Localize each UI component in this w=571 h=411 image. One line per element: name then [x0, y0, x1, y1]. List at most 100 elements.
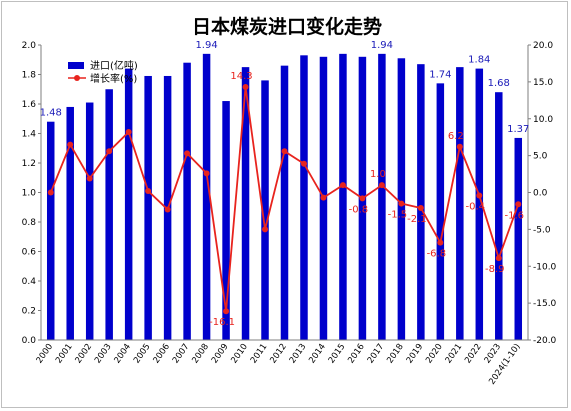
- growth-point: [47, 189, 54, 196]
- right-tick-label: 0.0: [533, 189, 548, 199]
- left-tick-label: 1.8: [22, 71, 37, 81]
- bar-series: [46, 53, 523, 341]
- bar: [417, 64, 425, 341]
- bar: [66, 106, 74, 340]
- x-tick-label: 2007: [171, 342, 192, 365]
- x-tick-label: 2017: [366, 342, 387, 365]
- growth-point: [456, 143, 463, 150]
- bar: [397, 58, 406, 341]
- bar: [339, 53, 347, 340]
- right-tick-label: 20.0: [533, 41, 553, 51]
- line-series: [47, 84, 522, 315]
- x-tick-label: 2011: [249, 342, 270, 365]
- growth-point: [223, 308, 230, 315]
- growth-point: [281, 148, 288, 155]
- growth-point: [145, 188, 152, 195]
- legend-label-import: 进口(亿吨): [90, 59, 138, 72]
- growth-point: [125, 129, 132, 136]
- x-tick-label: 2022: [463, 342, 484, 365]
- growth-point: [359, 195, 366, 202]
- growth-point: [203, 170, 210, 177]
- growth-point: [242, 84, 249, 91]
- bar-value-label: 1.94: [195, 40, 217, 51]
- left-tick-label: 0.0: [22, 336, 37, 346]
- legend: 进口(亿吨) 增长率(%): [68, 59, 138, 85]
- right-tick-label: 10.0: [533, 115, 553, 125]
- x-tick-label: 2016: [346, 342, 367, 365]
- growth-value-label: -8.9: [485, 264, 505, 275]
- bar-value-label: 1.84: [468, 55, 490, 66]
- bar: [144, 75, 152, 340]
- growth-point: [476, 192, 483, 199]
- growth-point: [398, 200, 405, 207]
- bar: [46, 121, 55, 340]
- growth-point: [339, 182, 346, 189]
- bar: [183, 62, 191, 340]
- chart-title: 日本煤炭进口变化走势: [192, 15, 382, 38]
- left-tick-label: 1.4: [22, 130, 37, 140]
- left-tick-label: 0.8: [22, 218, 37, 228]
- growth-point: [164, 206, 171, 213]
- x-tick-label: 2020: [424, 342, 445, 365]
- growth-point: [184, 150, 191, 157]
- x-tick-label: 2013: [288, 342, 309, 365]
- bar-value-label: 1.94: [371, 40, 393, 51]
- bar: [85, 102, 94, 341]
- bar: [514, 137, 523, 340]
- growth-value-label: -1.6: [505, 210, 525, 221]
- growth-point: [378, 182, 385, 189]
- data-labels: 1.48 1.94 1.94 1.74 1.84 1.68 1.37 -16.1 14.3 -0.…: [40, 40, 530, 328]
- x-tick-label: 2001: [54, 342, 75, 365]
- bar: [456, 67, 464, 340]
- growth-point: [417, 204, 424, 211]
- x-tick-label: 2003: [93, 342, 114, 365]
- growth-point: [515, 201, 522, 208]
- x-tick-label: 2005: [132, 342, 153, 365]
- x-tick-label: 2018: [385, 342, 406, 365]
- x-tick-label: 2004: [113, 342, 134, 365]
- x-tick-label: 2006: [151, 342, 172, 365]
- growth-point: [262, 226, 269, 233]
- bar-value-label: 1.37: [507, 124, 529, 135]
- x-tick-label: 2014: [307, 342, 328, 365]
- bar: [436, 83, 445, 340]
- bar: [124, 68, 133, 340]
- bar: [241, 67, 250, 340]
- x-tick-label: 2002: [74, 342, 95, 365]
- x-tick-label: 2015: [327, 342, 348, 365]
- legend-swatch-import: [68, 62, 84, 69]
- left-tick-label: 0.6: [22, 248, 37, 258]
- right-tick-label: -5.0: [533, 225, 551, 235]
- growth-value-label: 6.2: [448, 131, 464, 142]
- bar: [222, 101, 230, 340]
- growth-point: [320, 194, 327, 201]
- bar: [495, 92, 503, 340]
- legend-label-growth: 增长率(%): [90, 72, 137, 85]
- growth-value-label: 1.0: [370, 169, 386, 180]
- growth-value-label: -2.1: [407, 214, 427, 225]
- left-tick-label: 1.6: [22, 100, 37, 110]
- left-y-axis: 0.0 0.2 0.4 0.6 0.8 1.0 1.2 1.4 1.6 1.8 2.0: [22, 41, 42, 346]
- growth-value-label: -6.8: [427, 249, 447, 260]
- legend-swatch-growth-marker: [74, 75, 80, 81]
- bar-value-label: 1.74: [429, 69, 451, 80]
- bar: [378, 53, 386, 340]
- growth-point: [67, 141, 74, 148]
- left-tick-label: 2.0: [22, 41, 37, 51]
- growth-point: [86, 175, 93, 182]
- bar: [300, 55, 308, 340]
- right-y-axis: -20.0 -15.0 -10.0 -5.0 0.0 5.0 10.0 15.0 20.0: [527, 41, 557, 346]
- right-tick-label: -10.0: [533, 262, 557, 272]
- x-tick-label: 2000: [35, 342, 56, 365]
- bar: [475, 68, 484, 340]
- x-tick-label: 2008: [190, 342, 211, 365]
- growth-value-label: -0.4: [466, 201, 486, 212]
- growth-value-label: 14.3: [230, 71, 252, 82]
- growth-point: [106, 148, 113, 155]
- growth-value-label: -16.1: [209, 317, 235, 328]
- growth-point: [300, 160, 307, 167]
- left-tick-label: 0.2: [22, 307, 36, 317]
- left-tick-label: 1.2: [22, 159, 36, 169]
